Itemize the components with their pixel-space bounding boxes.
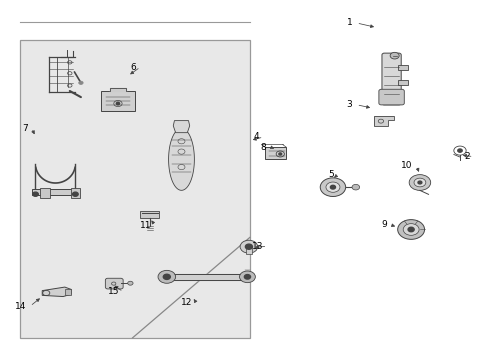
Text: 14: 14 (15, 302, 26, 311)
Circle shape (326, 182, 340, 192)
Circle shape (158, 270, 175, 283)
Bar (140, 211, 159, 218)
Text: 8: 8 (261, 143, 267, 152)
Circle shape (240, 240, 258, 253)
Bar (20, 40, 250, 338)
Text: 2: 2 (464, 152, 470, 161)
Circle shape (458, 149, 462, 152)
Bar (398, 65, 408, 70)
Circle shape (79, 81, 83, 85)
Circle shape (163, 274, 171, 279)
Bar (32, 189, 79, 195)
Bar (40, 188, 49, 198)
Circle shape (398, 220, 424, 239)
Circle shape (320, 178, 345, 197)
FancyBboxPatch shape (105, 278, 123, 289)
Text: 1: 1 (347, 18, 352, 27)
Polygon shape (374, 116, 394, 126)
Circle shape (73, 192, 78, 196)
Text: 11: 11 (140, 221, 151, 230)
Circle shape (245, 244, 252, 249)
Text: 12: 12 (181, 298, 192, 307)
Polygon shape (167, 274, 247, 280)
Circle shape (330, 185, 336, 189)
Circle shape (128, 281, 133, 285)
Circle shape (414, 178, 426, 187)
Text: 5: 5 (328, 170, 334, 179)
FancyBboxPatch shape (382, 53, 401, 105)
Circle shape (33, 192, 38, 196)
Text: 10: 10 (401, 161, 413, 170)
Circle shape (279, 153, 282, 155)
Circle shape (409, 175, 431, 190)
Bar (65, 289, 71, 295)
Text: 7: 7 (22, 123, 27, 132)
Bar (265, 147, 286, 159)
Circle shape (240, 271, 255, 283)
Circle shape (390, 52, 399, 59)
Circle shape (403, 224, 419, 235)
Text: 6: 6 (131, 63, 137, 72)
Text: 9: 9 (381, 220, 387, 229)
Text: 3: 3 (347, 100, 352, 109)
Text: 15: 15 (108, 287, 120, 296)
Circle shape (408, 227, 414, 232)
Polygon shape (169, 129, 195, 190)
Bar (246, 247, 251, 254)
Polygon shape (173, 121, 190, 133)
Polygon shape (110, 88, 126, 91)
FancyBboxPatch shape (101, 91, 135, 111)
Circle shape (352, 184, 360, 190)
Polygon shape (42, 287, 71, 297)
Text: 4: 4 (254, 132, 260, 141)
FancyBboxPatch shape (379, 89, 404, 105)
Circle shape (245, 275, 250, 279)
Circle shape (418, 181, 422, 184)
Bar (71, 188, 80, 198)
Circle shape (116, 102, 120, 105)
Text: 13: 13 (252, 242, 264, 251)
Bar (398, 80, 408, 85)
